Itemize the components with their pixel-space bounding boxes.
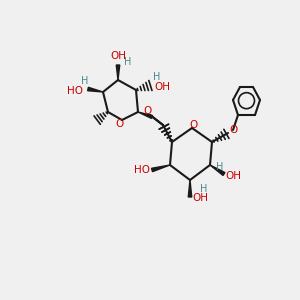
Text: H: H (153, 72, 161, 82)
Polygon shape (88, 87, 103, 92)
Text: OH: OH (110, 51, 126, 61)
Text: H: H (81, 76, 89, 86)
Polygon shape (116, 65, 120, 80)
Text: OH: OH (154, 82, 170, 92)
Text: O: O (143, 106, 151, 116)
Text: O: O (229, 125, 237, 135)
Text: H: H (124, 57, 132, 67)
Text: O: O (189, 120, 197, 130)
Polygon shape (210, 165, 225, 175)
Polygon shape (188, 180, 192, 197)
Text: HO: HO (67, 86, 83, 96)
Text: HO: HO (134, 165, 150, 175)
Polygon shape (138, 112, 152, 119)
Text: O: O (116, 119, 124, 129)
Text: H: H (200, 184, 208, 194)
Text: OH: OH (225, 171, 241, 181)
Text: H: H (216, 162, 224, 172)
Polygon shape (152, 165, 170, 172)
Text: OH: OH (192, 193, 208, 203)
